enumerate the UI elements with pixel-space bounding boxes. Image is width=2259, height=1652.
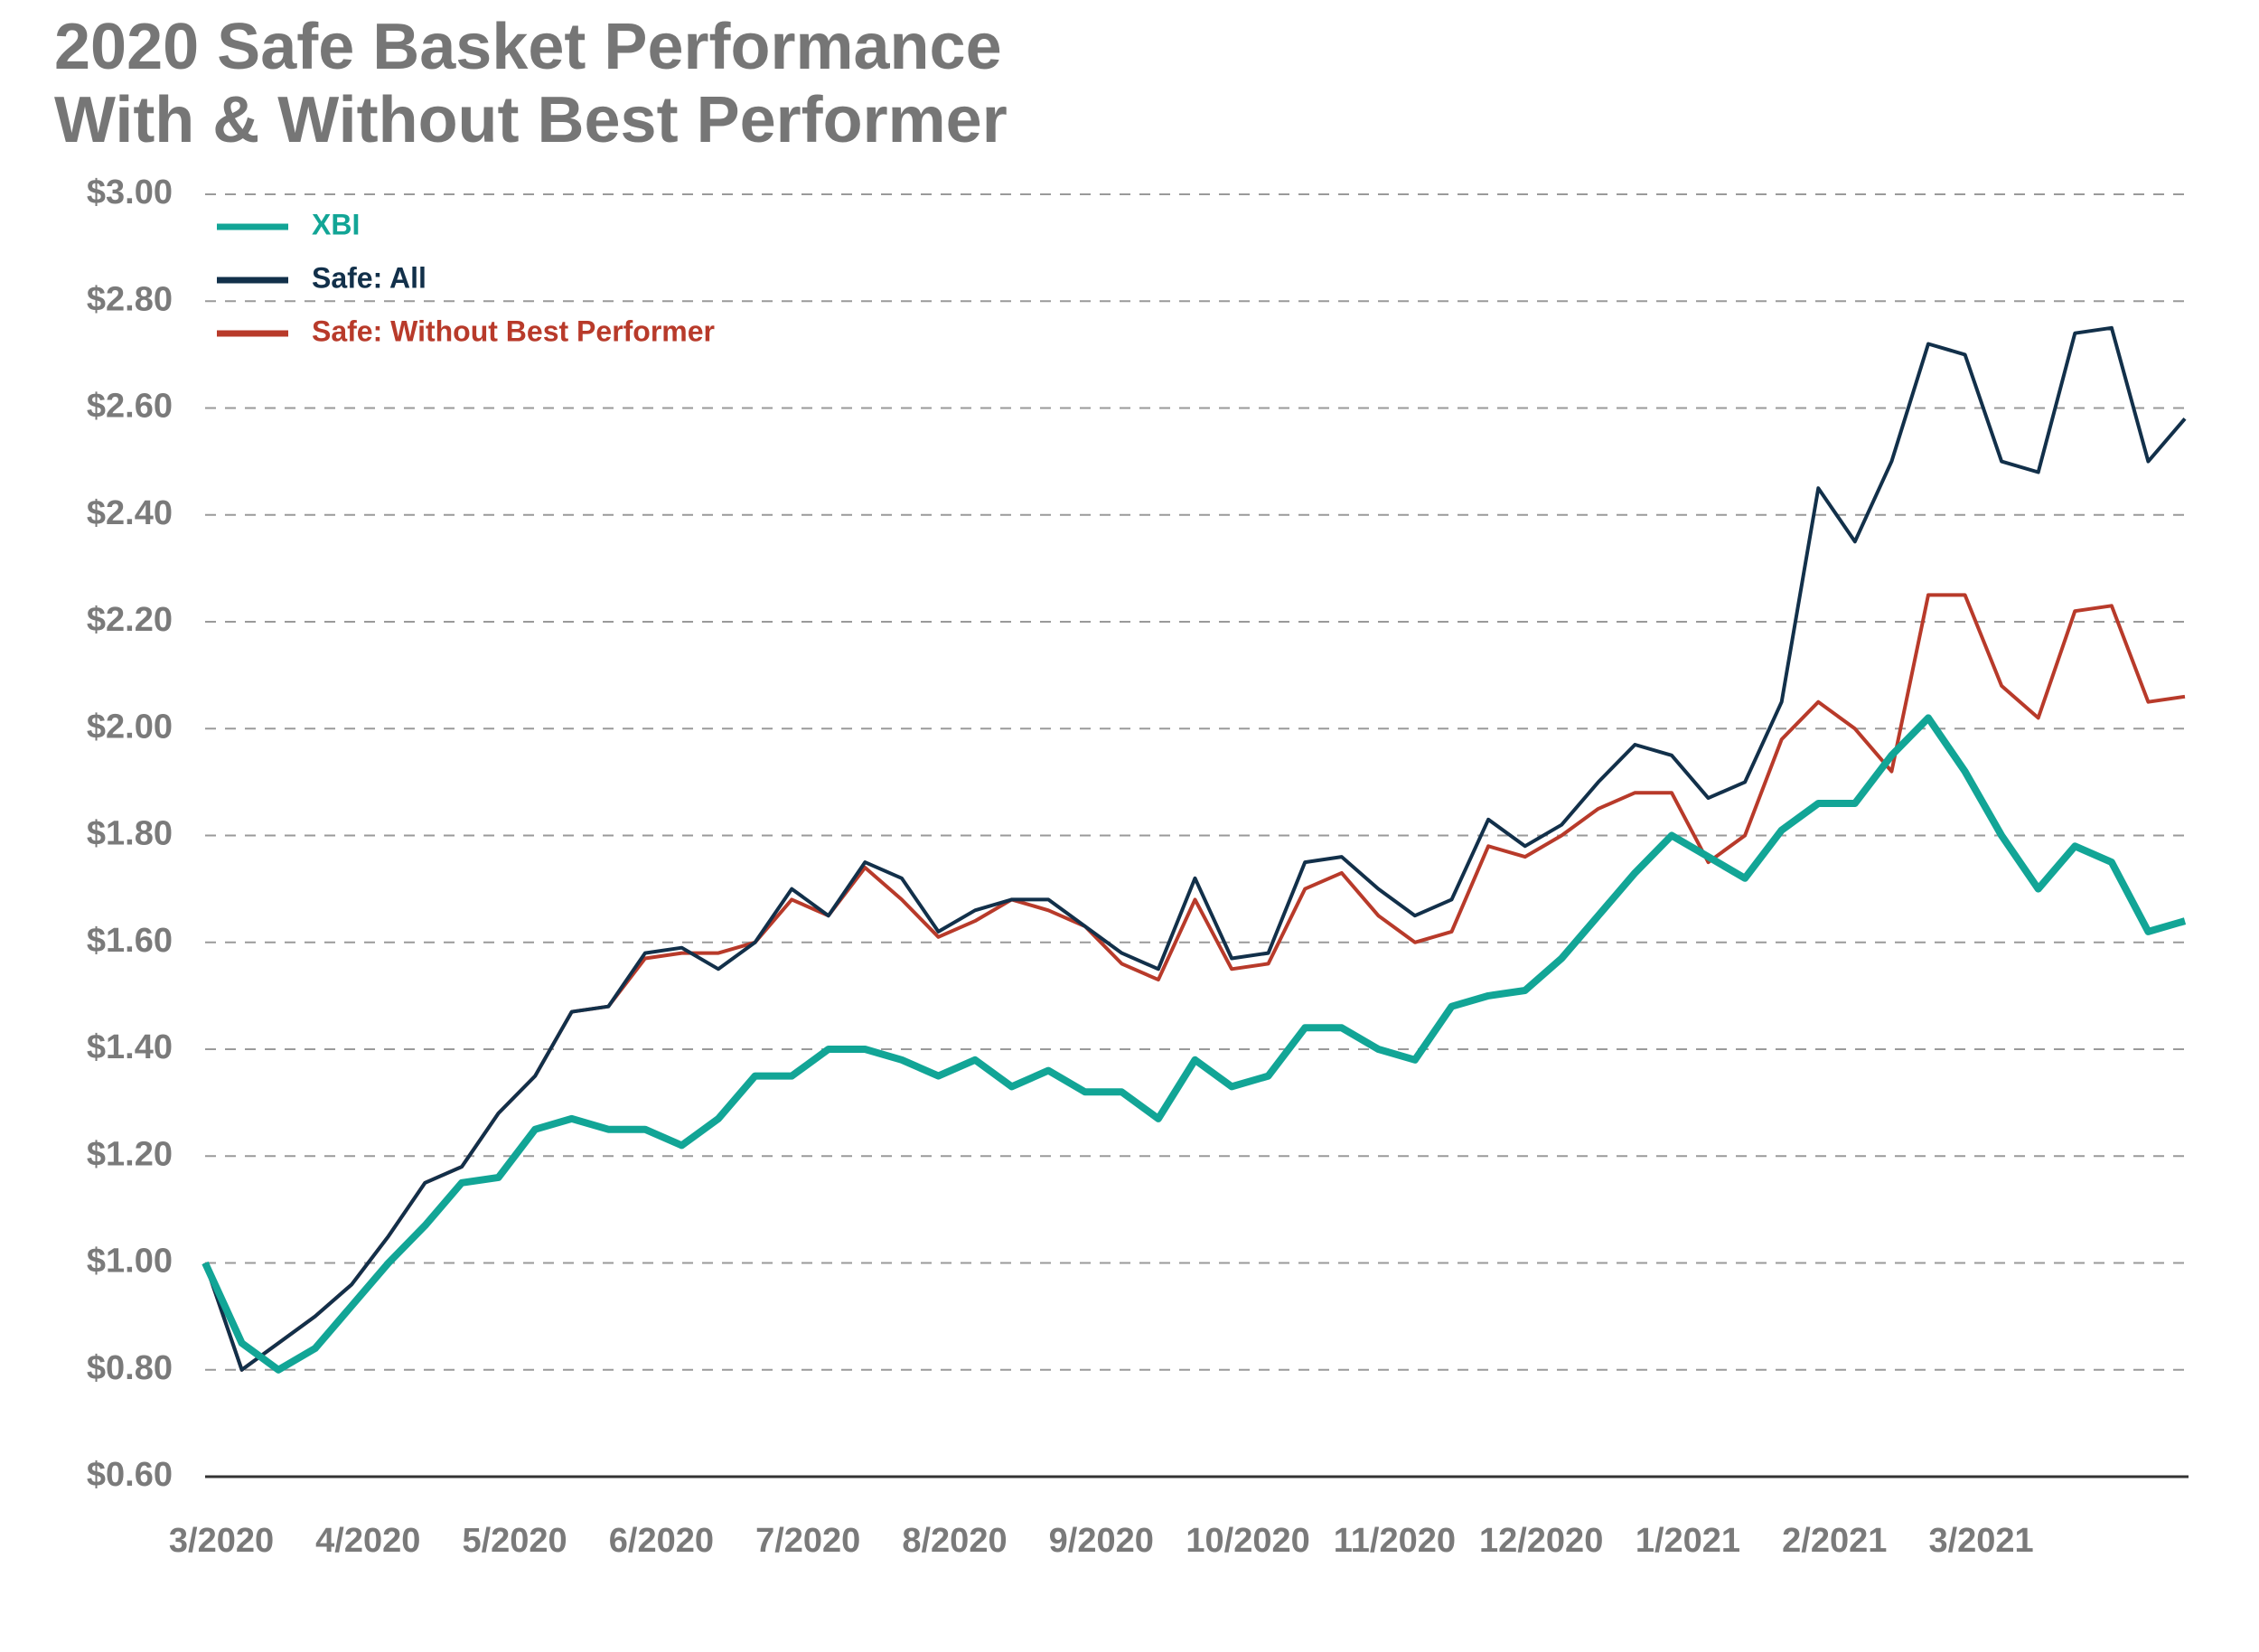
y-tick-label: $1.40: [87, 1028, 173, 1066]
x-tick-label: 2/2021: [1782, 1522, 1887, 1560]
series-line: [203, 593, 2186, 1372]
y-tick-label: $3.00: [87, 174, 173, 211]
y-tick-label: $1.20: [87, 1135, 173, 1173]
x-tick-label: 1/2021: [1636, 1522, 1740, 1560]
y-tick-label: $2.20: [87, 601, 173, 639]
series-line: [203, 325, 2187, 1372]
x-tick-label: 12/2020: [1479, 1522, 1603, 1560]
y-tick-label: $2.80: [87, 280, 173, 318]
chart-title: 2020 Safe Basket Performance: [54, 11, 1002, 83]
x-tick-label: 8/2020: [902, 1522, 1007, 1560]
series-line: [202, 714, 2187, 1374]
y-tick-label: $0.80: [87, 1349, 173, 1387]
legend-label: Safe: All: [312, 261, 426, 294]
x-tick-label: 10/2020: [1186, 1522, 1309, 1560]
x-tick-label: 11/2020: [1334, 1522, 1456, 1560]
y-tick-label: $0.60: [87, 1456, 173, 1494]
y-tick-label: $1.60: [87, 922, 173, 960]
y-tick-label: $2.60: [87, 388, 173, 426]
y-tick-label: $2.40: [87, 494, 173, 532]
x-tick-label: 7/2020: [755, 1522, 860, 1560]
x-tick-label: 6/2020: [609, 1522, 714, 1560]
x-tick-label: 4/2020: [315, 1522, 420, 1560]
y-tick-label: $1.80: [87, 815, 173, 853]
y-tick-label: $1.00: [87, 1243, 173, 1281]
legend-label: Safe: Without Best Performer: [312, 314, 715, 347]
x-tick-label: 3/2021: [1928, 1522, 2033, 1560]
y-tick-label: $2.00: [87, 708, 173, 746]
x-tick-label: 9/2020: [1049, 1522, 1154, 1560]
legend-label: XBI: [312, 208, 360, 240]
x-tick-label: 3/2020: [169, 1522, 274, 1560]
x-tick-label: 5/2020: [462, 1522, 567, 1560]
chart-title: With & Without Best Performer: [54, 84, 1008, 156]
